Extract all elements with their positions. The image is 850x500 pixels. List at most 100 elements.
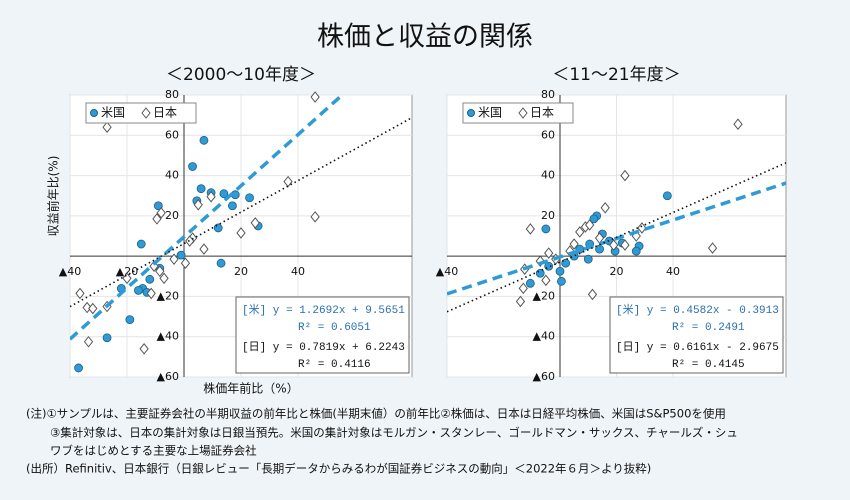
- point: [600, 201, 610, 214]
- point: [236, 227, 246, 239]
- point: [557, 276, 566, 286]
- x-tick-label: 40: [666, 265, 680, 278]
- point: [146, 287, 156, 300]
- legend-label: 米国: [478, 106, 502, 120]
- point: [216, 258, 226, 268]
- point: [662, 191, 672, 201]
- note: ③集計対象は、日本の集計対象は日銀当預先。米国の集計対象はモルガン・スタンレー、…: [50, 426, 738, 440]
- point: [583, 254, 593, 264]
- point: [525, 278, 535, 288]
- point: [156, 207, 166, 219]
- point: [228, 201, 237, 211]
- page-title: 株価と収益の関係: [317, 22, 533, 53]
- y-tick-label: 40: [165, 169, 179, 182]
- point: [82, 301, 92, 314]
- point: [199, 135, 209, 145]
- legend-box: [462, 102, 574, 124]
- point: [155, 265, 165, 278]
- point: [525, 223, 535, 235]
- panel-title: ＜2000〜10年度＞: [166, 65, 316, 85]
- point: [152, 213, 162, 225]
- point: [565, 245, 575, 257]
- trend-line: [447, 181, 786, 296]
- point: [535, 268, 545, 278]
- point: [136, 239, 146, 249]
- r-squared: R² = 0.4116: [298, 359, 371, 371]
- note: ワブをはじめとする主要な上場証券会社: [50, 444, 257, 458]
- point: [589, 214, 599, 224]
- panel-title: ＜11〜21年度＞: [552, 65, 680, 85]
- x-axis-label: 株価年前比（%）: [203, 381, 298, 396]
- legend-marker: [90, 109, 98, 117]
- legend-box: [85, 102, 197, 124]
- equation: [日] y = 0.6161x - 2.9675: [616, 341, 779, 354]
- point: [585, 219, 595, 231]
- point: [125, 315, 135, 324]
- y-tick-label: ▲20: [157, 289, 179, 302]
- note: (注)①サンプルは、主要証券会社の半期収益の前年比と株価(半期末値）の前年比②株…: [26, 407, 726, 421]
- point: [250, 217, 260, 229]
- y-tick-label: 80: [541, 88, 555, 101]
- legend-label: 日本: [153, 106, 177, 120]
- y-axis-label: 収益前年比(%): [46, 156, 61, 237]
- r-squared: R² = 0.4145: [672, 359, 745, 371]
- y-tick-label: 60: [165, 128, 179, 141]
- equation: [米] y = 1.2692x + 9.5651: [242, 303, 405, 317]
- x-tick-label: ▲40: [59, 265, 81, 278]
- equation-box: [609, 296, 784, 374]
- point: [206, 190, 216, 203]
- point: [310, 211, 320, 223]
- y-tick-label: 60: [541, 128, 555, 141]
- point: [169, 253, 179, 265]
- point: [587, 288, 598, 301]
- point: [541, 224, 551, 234]
- x-tick-label: 40: [291, 265, 305, 278]
- point: [83, 335, 94, 348]
- equation: [日] y = 0.7819x + 6.2243: [242, 341, 405, 354]
- point: [515, 295, 526, 308]
- x-tick-label: ▲20: [116, 265, 138, 278]
- point: [88, 302, 98, 315]
- y-tick-label: ▲60: [157, 370, 179, 383]
- point: [145, 274, 155, 284]
- point: [631, 246, 641, 256]
- point: [620, 239, 630, 251]
- point: [75, 287, 85, 300]
- point: [193, 198, 203, 211]
- legend-label: 米国: [101, 106, 125, 120]
- point: [199, 243, 209, 255]
- equation-box: [235, 296, 410, 374]
- point: [555, 266, 565, 276]
- legend-marker: [518, 107, 528, 119]
- legend-label: 日本: [530, 106, 554, 120]
- y-tick-label: 20: [541, 209, 555, 222]
- x-tick-label: 20: [610, 265, 624, 278]
- point: [149, 260, 159, 273]
- point: [544, 247, 554, 259]
- point: [176, 250, 186, 260]
- trend-line: [447, 162, 786, 313]
- legend-marker: [467, 109, 475, 117]
- r-squared: R² = 0.2491: [672, 322, 745, 334]
- point: [518, 282, 528, 295]
- point: [569, 238, 579, 250]
- point: [733, 118, 743, 131]
- point: [188, 162, 197, 171]
- point: [535, 255, 545, 267]
- point: [102, 121, 112, 134]
- trend-line: [70, 95, 345, 341]
- point: [541, 274, 551, 287]
- equation: [米] y = 0.4582x - 0.3913: [616, 303, 779, 317]
- note: (出所）Refinitiv、日本銀行（日銀レビュー「長期データからみるわが国証券…: [26, 462, 651, 476]
- point: [74, 363, 83, 373]
- y-tick-label: 40: [541, 169, 555, 182]
- point: [153, 201, 163, 211]
- point: [575, 226, 585, 238]
- point: [139, 342, 149, 355]
- y-tick-label: ▲20: [533, 289, 555, 302]
- point: [707, 242, 718, 254]
- y-tick-label: 20: [165, 209, 179, 222]
- point: [245, 193, 254, 203]
